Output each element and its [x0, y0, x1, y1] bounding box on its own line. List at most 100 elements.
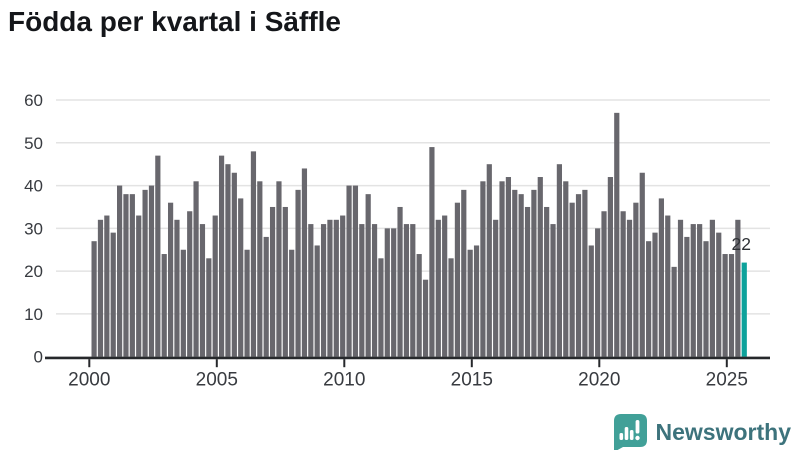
- y-axis-tick-label: 40: [24, 177, 43, 196]
- bar: [397, 206, 403, 357]
- bar: [340, 215, 346, 357]
- bar: [212, 215, 218, 357]
- bar: [595, 228, 601, 357]
- bar: [117, 185, 123, 357]
- bar: [410, 224, 416, 357]
- bar: [218, 155, 225, 357]
- highlight-value-label: 22: [732, 234, 751, 254]
- chart-title: Födda per kvartal i Säffle: [8, 6, 341, 37]
- bar: [518, 194, 524, 357]
- bar: [582, 189, 588, 357]
- bar: [391, 228, 397, 357]
- bar: [352, 185, 359, 357]
- bar: [493, 219, 499, 357]
- bar: [473, 245, 480, 357]
- bar: [199, 224, 206, 357]
- bar: [569, 202, 575, 357]
- y-axis-tick-label: 30: [24, 219, 43, 238]
- bar: [435, 219, 441, 357]
- bar: [422, 279, 429, 357]
- bar: [416, 254, 422, 357]
- brand-name: Newsworthy: [655, 418, 791, 445]
- bar: [333, 219, 339, 357]
- bar: [537, 177, 543, 357]
- bar: [505, 177, 512, 357]
- bar: [512, 189, 518, 357]
- bar: [454, 202, 461, 357]
- bar: [467, 249, 473, 357]
- brand-footer: Newsworthy: [612, 412, 791, 450]
- bar: [155, 155, 161, 357]
- bar: [626, 219, 633, 357]
- x-axis-tick-label: 2000: [68, 370, 110, 391]
- bar: [658, 198, 664, 357]
- logo-shape: [624, 427, 628, 440]
- bar: [697, 224, 703, 357]
- bar: [308, 224, 314, 357]
- x-axis-tick-label: 2010: [323, 370, 365, 391]
- bar: [142, 189, 148, 357]
- newsworthy-logo-icon: [613, 414, 647, 450]
- bar: [684, 236, 690, 357]
- bar: [448, 258, 454, 357]
- bar: [639, 172, 645, 357]
- bar: [716, 232, 722, 357]
- bar: [563, 181, 569, 357]
- bar: [403, 224, 410, 357]
- bar: [301, 168, 308, 357]
- logo-shape: [629, 430, 634, 440]
- y-axis-tick-label: 20: [24, 262, 43, 281]
- logo-shape: [619, 433, 623, 440]
- bar: [652, 232, 658, 357]
- bar-chart-canvas: 0 10 20 30 40 50 60 2000 2005 2010 2015 2020 2025 22: [24, 91, 770, 391]
- bar: [486, 164, 492, 357]
- bar: [104, 215, 110, 357]
- bar: [429, 147, 435, 357]
- bar: [257, 181, 263, 357]
- bar: [614, 112, 620, 357]
- bar: [531, 189, 537, 357]
- bar: [378, 258, 384, 357]
- bar: [289, 249, 295, 357]
- bar: [174, 219, 180, 357]
- bar: [671, 266, 677, 357]
- bar: [225, 164, 231, 357]
- bar: [148, 185, 155, 357]
- bar: [665, 215, 671, 357]
- bar: [677, 219, 684, 357]
- bar: [314, 245, 320, 357]
- bar: [346, 185, 352, 357]
- bar: [276, 181, 282, 357]
- bar: [110, 232, 116, 357]
- bar: [646, 241, 652, 357]
- bar: [601, 211, 607, 357]
- bar: [167, 202, 174, 357]
- bar: [633, 202, 639, 357]
- bar: [722, 254, 728, 357]
- bar: [91, 241, 97, 357]
- bar: [690, 224, 696, 357]
- bar: [180, 249, 186, 357]
- bar: [384, 228, 390, 357]
- x-axis-tick-label: 2015: [451, 370, 493, 391]
- x-axis-tick-label: 2005: [196, 370, 238, 391]
- bar: [442, 215, 448, 357]
- bar: [620, 211, 626, 357]
- y-axis-tick-label: 0: [34, 348, 43, 367]
- bar: [709, 219, 715, 357]
- bar: [282, 206, 288, 357]
- bar: [499, 181, 505, 357]
- x-axis-tick-label: 2020: [578, 370, 620, 391]
- bar: [231, 172, 237, 357]
- bar: [544, 206, 550, 357]
- x-axis-tick-label: 2025: [706, 370, 748, 391]
- bar: [359, 224, 365, 357]
- bar: [556, 164, 562, 357]
- bar: [588, 245, 594, 357]
- bar: [263, 236, 269, 357]
- bar: [728, 254, 735, 357]
- bar: [575, 194, 582, 357]
- bar: [550, 224, 556, 357]
- bar: [735, 219, 741, 357]
